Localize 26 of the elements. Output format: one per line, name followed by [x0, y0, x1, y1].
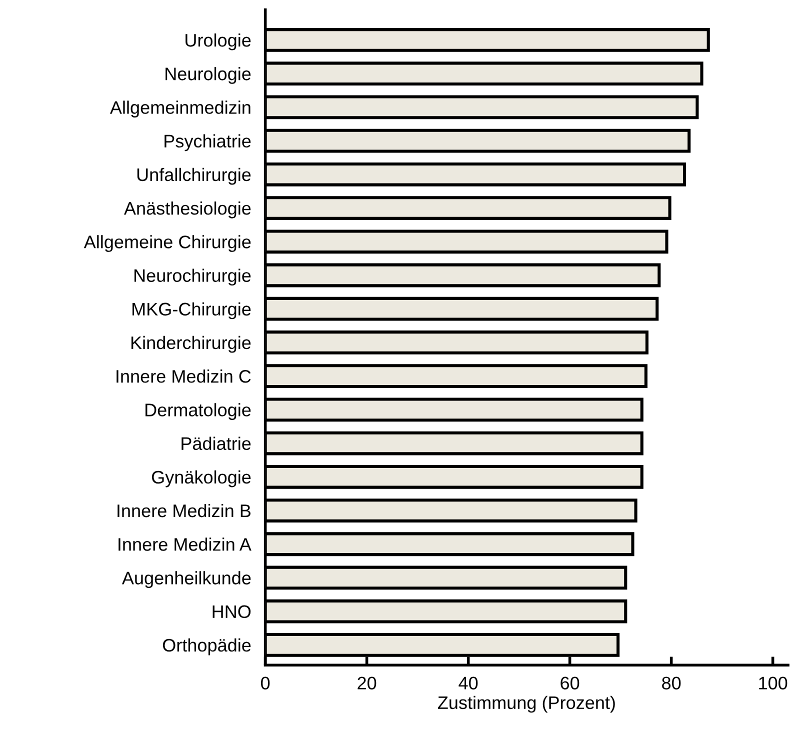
y-tick-label: Pädiatrie — [182, 436, 251, 450]
y-tick-label: Dermatologie — [146, 403, 251, 420]
y-tick-label: Urologie — [186, 33, 251, 50]
y-tick-label: Innere Medizin C — [116, 370, 251, 383]
y-tick-label: Augenheilkunde — [122, 571, 251, 588]
y-tick-label: Allgemeinmedizin — [110, 100, 250, 118]
y-tick-label: Allgemeine Chirurgie — [84, 235, 251, 252]
y-tick-label: Anästhesiologie — [124, 201, 251, 218]
x-tick-label: 40 — [458, 676, 478, 690]
y-tick-label: Gynäkologie — [152, 470, 251, 488]
y-tick-label: Neurologie — [166, 67, 251, 84]
y-tick-label: HNO — [212, 605, 251, 618]
y-tick-label: Kinderchirurgie — [131, 336, 251, 353]
x-tick-label: 20 — [358, 676, 376, 690]
y-tick-label: Innere Medizin A — [118, 538, 252, 551]
y-tick-label: Orthopädie — [162, 638, 251, 656]
x-tick-label: 100 — [759, 676, 788, 690]
y-tick-label: Unfallchirurgie — [137, 168, 251, 185]
y-tick-label: Neurochirurgie — [134, 268, 251, 286]
x-tick-label: 80 — [662, 676, 681, 690]
y-tick-label: Innere Medizin B — [118, 504, 250, 518]
y-tick-label: MKG-Chirurgie — [132, 302, 251, 320]
y-tick-label: Psychiatrie — [164, 134, 251, 152]
x-axis-title: Zustimmung (Prozent) — [438, 696, 615, 713]
x-tick-label: 0 — [261, 676, 270, 690]
x-tick-label: 60 — [560, 676, 580, 690]
